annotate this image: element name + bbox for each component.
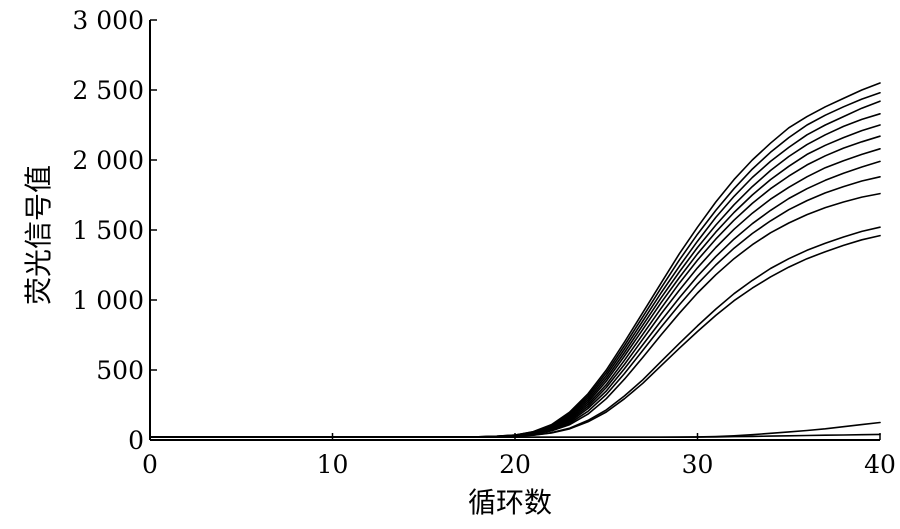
y-tick-label: 0 <box>128 426 144 455</box>
labels-group: 0 500 1 000 1 500 2 000 2 500 3 000 0 10 20 30 40 循环… <box>22 6 896 519</box>
y-tick-label: 2 500 <box>72 76 144 105</box>
y-tick-label: 2 000 <box>72 146 144 175</box>
series-line-5 <box>149 124 881 439</box>
x-axis-title: 循环数 <box>468 486 552 519</box>
x-tick-label: 20 <box>499 450 531 479</box>
series-line-9 <box>149 176 881 439</box>
series-line-10 <box>149 192 881 439</box>
series-line-1 <box>149 82 881 439</box>
series-line-12 <box>149 234 881 439</box>
series-line-2 <box>149 92 881 439</box>
y-tick-label: 1 000 <box>72 286 144 315</box>
series-line-6 <box>149 135 881 439</box>
y-tick-label: 3 000 <box>72 6 144 35</box>
series-line-7 <box>149 148 881 439</box>
axes-group <box>149 19 881 441</box>
x-tick-label: 10 <box>317 450 349 479</box>
x-tick-label: 30 <box>682 450 714 479</box>
series-line-8 <box>149 160 881 439</box>
x-tick-label: 0 <box>142 450 158 479</box>
y-tick-label: 500 <box>96 356 144 385</box>
x-tick-label: 40 <box>864 450 896 479</box>
y-axis-title: 荧光信号值 <box>22 165 55 305</box>
series-group <box>149 82 881 439</box>
series-line-11 <box>149 226 881 439</box>
y-tick-label: 1 500 <box>72 216 144 245</box>
